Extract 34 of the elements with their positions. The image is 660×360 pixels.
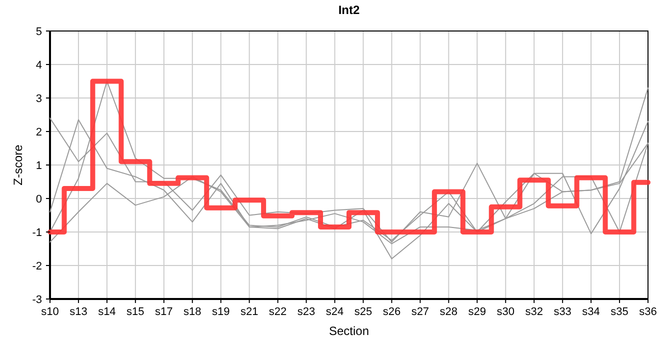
x-tick-label: s29 — [468, 306, 486, 318]
x-tick-label: s28 — [440, 306, 458, 318]
x-tick-label: s35 — [610, 306, 628, 318]
x-tick-label: s26 — [382, 306, 401, 318]
x-tick-label: s34 — [582, 306, 600, 318]
x-tick-label: s19 — [212, 306, 230, 318]
y-tick-label: 1 — [36, 160, 42, 172]
y-tick-label: -2 — [32, 260, 42, 272]
x-tick-label: s27 — [411, 306, 430, 318]
y-tick-label: 3 — [36, 92, 42, 105]
x-tick-label: s36 — [639, 306, 657, 318]
y-axis-title: Z-score — [11, 144, 25, 186]
x-axis-title: Section — [328, 324, 370, 338]
x-tick-label: s10 — [41, 306, 59, 318]
x-tick-label: s24 — [326, 306, 344, 318]
x-tick-label: s15 — [126, 306, 144, 318]
y-tick-label: 5 — [36, 26, 42, 38]
x-tick-label: s22 — [268, 306, 287, 318]
x-tick-label: s33 — [554, 306, 572, 318]
y-tick-label: 0 — [36, 193, 42, 206]
x-tick-label: s13 — [70, 306, 88, 318]
x-tick-label: s14 — [98, 306, 116, 318]
x-tick-label: s30 — [496, 306, 514, 318]
x-tick-label: s21 — [240, 306, 258, 318]
y-tick-label: -1 — [32, 226, 42, 239]
x-tick-label: s25 — [354, 306, 372, 318]
x-tick-label: s23 — [297, 306, 316, 318]
y-tick-label: 4 — [36, 59, 42, 72]
y-tick-label: 2 — [36, 126, 42, 138]
x-tick-label: s32 — [525, 306, 543, 318]
x-tick-label: s17 — [155, 306, 173, 318]
x-tick-label: s18 — [184, 306, 202, 318]
chart-title: Int2 — [338, 3, 360, 17]
y-tick-label: -3 — [32, 294, 42, 306]
